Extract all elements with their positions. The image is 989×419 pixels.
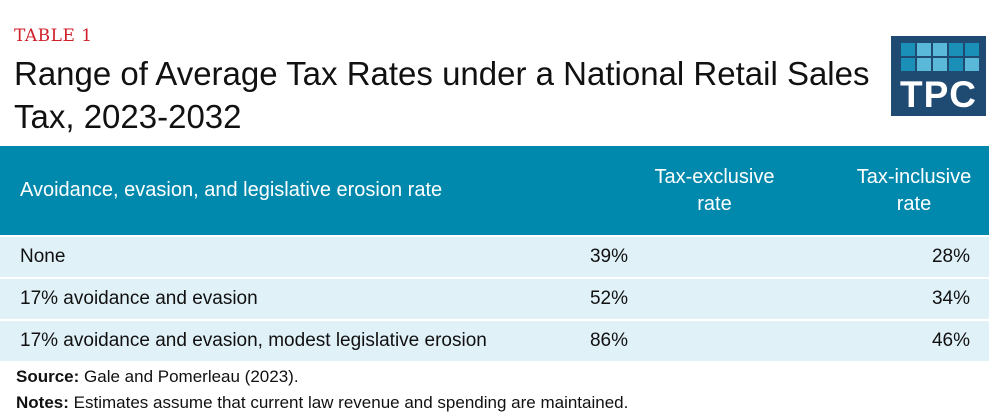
table-cell: 17% avoidance and evasion xyxy=(0,277,590,320)
logo-square xyxy=(933,58,947,71)
column-header: Tax-inclusive rate xyxy=(839,146,989,236)
table-row: 17% avoidance and evasion 52% 34% xyxy=(0,277,989,320)
table-cell: 34% xyxy=(839,277,989,320)
logo-square xyxy=(965,43,979,56)
logo-square xyxy=(901,58,915,71)
source-note: Source: Gale and Pomerleau (2023). xyxy=(16,367,299,386)
logo-square xyxy=(933,43,947,56)
logo-square xyxy=(901,43,915,56)
logo-square xyxy=(917,43,931,56)
logo-text: TPC xyxy=(900,74,977,115)
table-cell: 28% xyxy=(839,235,989,278)
logo-square xyxy=(965,58,979,71)
notes: Notes: Estimates assume that current law… xyxy=(16,393,629,412)
tax-rates-table: Avoidance, evasion, and legislative eros… xyxy=(0,146,989,361)
logo-square xyxy=(949,43,963,56)
table-header-row: Avoidance, evasion, and legislative eros… xyxy=(0,146,989,236)
column-header: Tax-exclusive rate xyxy=(589,146,839,236)
tpc-logo: TPC xyxy=(891,36,986,116)
table-row: 17% avoidance and evasion, modest legisl… xyxy=(0,319,989,361)
table-cell: None xyxy=(0,235,590,278)
table-cell: 17% avoidance and evasion, modest legisl… xyxy=(0,319,590,361)
logo-square xyxy=(949,58,963,71)
page-title: Range of Average Tax Rates under a Natio… xyxy=(14,55,870,135)
table-cell: 39% xyxy=(589,235,839,278)
logo-square xyxy=(917,58,931,71)
table-cell: 52% xyxy=(589,277,839,320)
table-label: TABLE 1 xyxy=(14,26,93,46)
table-cell: 86% xyxy=(589,319,839,361)
column-header: Avoidance, evasion, and legislative eros… xyxy=(0,146,590,236)
table-row: None 39% 28% xyxy=(0,235,989,278)
table-cell: 46% xyxy=(839,319,989,361)
